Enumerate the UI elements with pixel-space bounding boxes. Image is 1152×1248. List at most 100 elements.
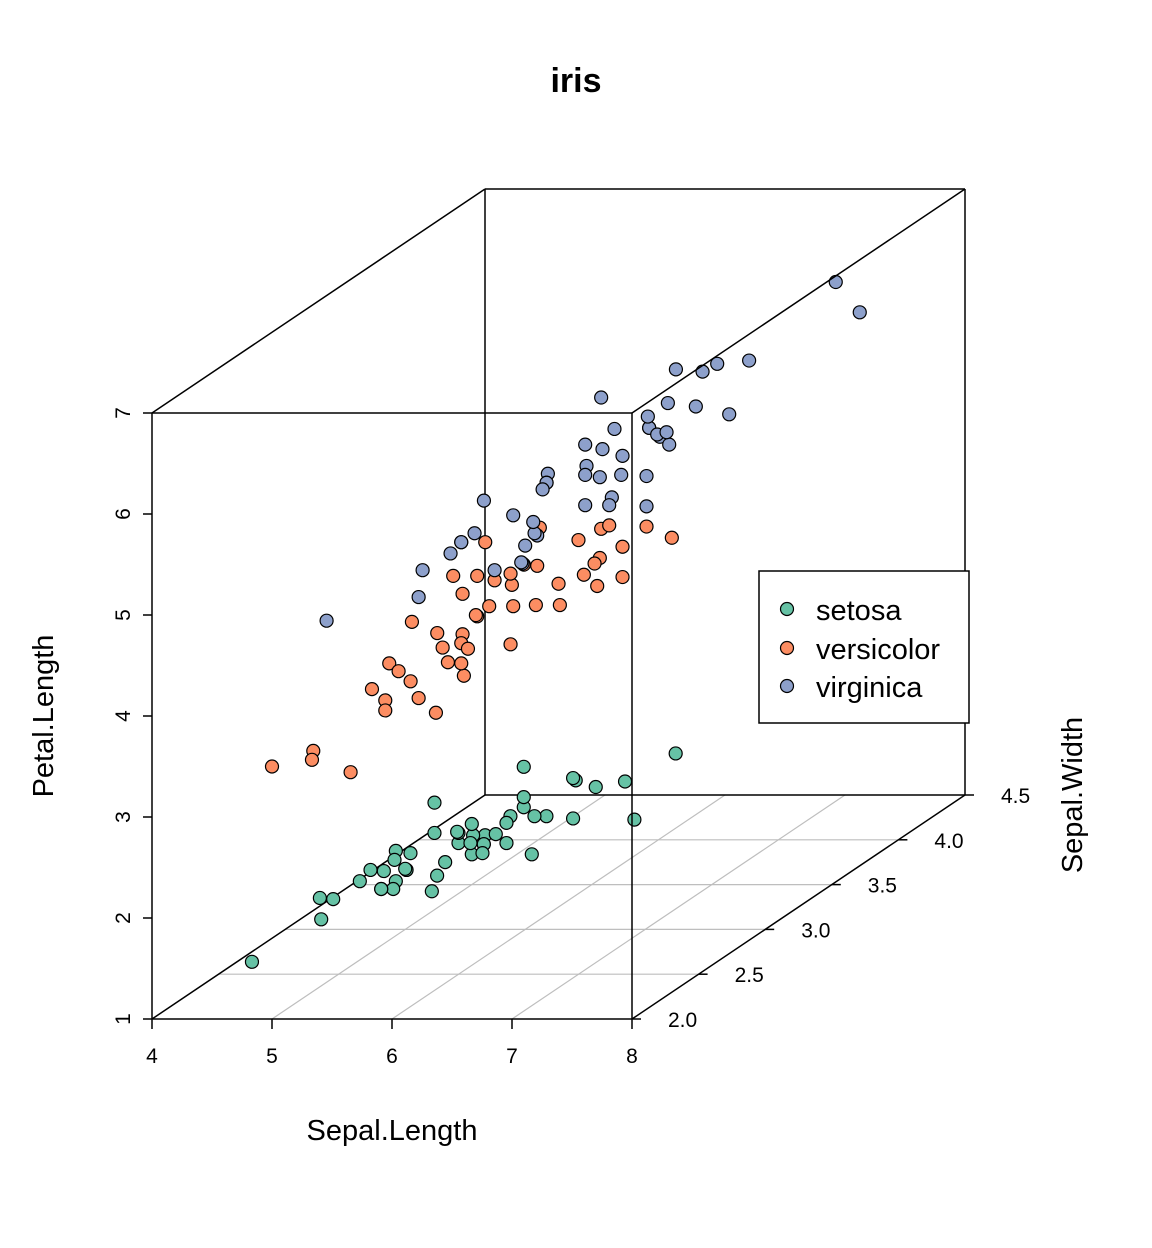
point-versicolor bbox=[446, 568, 461, 584]
point-versicolor bbox=[468, 608, 483, 623]
point-virginica bbox=[607, 421, 622, 437]
point-setosa bbox=[499, 835, 514, 851]
point-virginica bbox=[595, 442, 610, 457]
x-tick-label: 8 bbox=[626, 1045, 638, 1068]
point-virginica bbox=[454, 535, 469, 550]
point-virginica bbox=[594, 390, 609, 405]
point-setosa bbox=[374, 881, 389, 897]
legend-label-virginica: virginica bbox=[816, 672, 923, 704]
point-versicolor bbox=[391, 664, 406, 679]
point-versicolor bbox=[403, 674, 418, 689]
legend-label-versicolor: versicolor bbox=[816, 634, 940, 666]
point-versicolor bbox=[456, 668, 471, 683]
legend-marker-versicolor bbox=[779, 640, 795, 656]
point-virginica bbox=[518, 538, 533, 553]
y-tick-label: 2.5 bbox=[735, 964, 764, 987]
point-virginica bbox=[639, 499, 654, 514]
y-tick-label: 3.5 bbox=[868, 875, 897, 898]
point-versicolor bbox=[506, 599, 521, 614]
point-setosa bbox=[387, 852, 402, 867]
point-virginica bbox=[415, 563, 430, 578]
z-tick-label: 7 bbox=[112, 407, 135, 419]
z-tick-label: 2 bbox=[112, 912, 135, 924]
point-setosa bbox=[438, 855, 453, 870]
point-virginica bbox=[592, 470, 607, 485]
point-versicolor bbox=[411, 690, 426, 706]
x-tick-label: 6 bbox=[386, 1045, 398, 1068]
point-setosa bbox=[363, 862, 378, 878]
point-virginica bbox=[506, 508, 521, 523]
point-versicolor bbox=[639, 519, 654, 534]
legend-marker-virginica bbox=[779, 678, 795, 694]
point-setosa bbox=[617, 774, 633, 789]
y-tick-label: 4.0 bbox=[934, 830, 963, 853]
point-versicolor bbox=[460, 641, 476, 656]
z-tick-label: 3 bbox=[112, 811, 135, 823]
point-versicolor bbox=[455, 586, 470, 601]
point-versicolor bbox=[435, 640, 450, 655]
z-tick-label: 4 bbox=[112, 710, 135, 722]
point-virginica bbox=[742, 353, 757, 368]
grid-line-x bbox=[391, 794, 726, 1020]
y-tick-label: 4.5 bbox=[1001, 785, 1030, 808]
point-setosa bbox=[539, 809, 554, 824]
point-setosa bbox=[424, 884, 439, 899]
box-edge bbox=[151, 188, 486, 414]
legend-marker-setosa bbox=[779, 601, 795, 617]
y-tick-label: 2.0 bbox=[668, 1009, 697, 1032]
point-versicolor bbox=[404, 614, 420, 629]
point-virginica bbox=[487, 563, 502, 578]
point-virginica bbox=[710, 356, 725, 371]
point-versicolor bbox=[571, 532, 586, 548]
z-tick-label: 1 bbox=[112, 1013, 135, 1025]
point-virginica bbox=[319, 613, 334, 628]
point-versicolor bbox=[428, 705, 444, 720]
point-virginica bbox=[578, 498, 593, 513]
point-versicolor bbox=[470, 568, 485, 584]
point-versicolor bbox=[440, 655, 456, 670]
point-setosa bbox=[427, 825, 442, 841]
z-tick-label: 5 bbox=[112, 609, 135, 621]
point-versicolor bbox=[576, 567, 591, 582]
x-axis-ticks: 4 5 6 7 8 bbox=[146, 1019, 638, 1068]
point-setosa bbox=[450, 824, 465, 839]
z-axis-label: Petal.Length bbox=[28, 635, 60, 798]
point-setosa bbox=[244, 954, 260, 969]
x-tick-label: 7 bbox=[506, 1045, 518, 1068]
grid-line-x bbox=[511, 794, 846, 1020]
point-versicolor bbox=[482, 599, 497, 614]
point-versicolor bbox=[478, 535, 493, 550]
point-setosa bbox=[427, 795, 442, 810]
point-versicolor bbox=[528, 597, 543, 613]
point-virginica bbox=[578, 437, 593, 452]
point-virginica bbox=[668, 362, 684, 377]
box-edge bbox=[631, 188, 966, 414]
point-virginica bbox=[639, 468, 654, 484]
point-virginica bbox=[722, 407, 737, 422]
point-versicolor bbox=[552, 597, 567, 613]
point-virginica bbox=[411, 589, 426, 605]
y-tick-label: 3.0 bbox=[801, 919, 830, 942]
y-axis-ticks: 2.0 2.5 3.0 3.5 4.0 4.5 bbox=[632, 785, 1030, 1032]
point-versicolor bbox=[382, 656, 397, 671]
point-versicolor bbox=[430, 625, 445, 641]
point-virginica bbox=[614, 467, 629, 482]
point-virginica bbox=[514, 555, 529, 570]
point-versicolor bbox=[364, 682, 380, 697]
point-virginica bbox=[640, 409, 655, 424]
point-versicolor bbox=[343, 765, 358, 780]
x-tick-label: 4 bbox=[146, 1045, 158, 1068]
chart-title: iris bbox=[550, 62, 601, 100]
grid-line-x bbox=[271, 794, 606, 1020]
point-versicolor bbox=[615, 569, 630, 585]
point-setosa bbox=[475, 846, 490, 861]
point-versicolor bbox=[551, 576, 566, 591]
point-setosa bbox=[376, 863, 391, 879]
point-versicolor bbox=[530, 558, 545, 573]
point-setosa bbox=[588, 779, 603, 795]
point-versicolor bbox=[503, 566, 518, 581]
point-virginica bbox=[467, 526, 482, 541]
z-axis-ticks: 1 2 3 4 5 6 7 bbox=[112, 407, 152, 1025]
point-setosa bbox=[352, 874, 367, 889]
